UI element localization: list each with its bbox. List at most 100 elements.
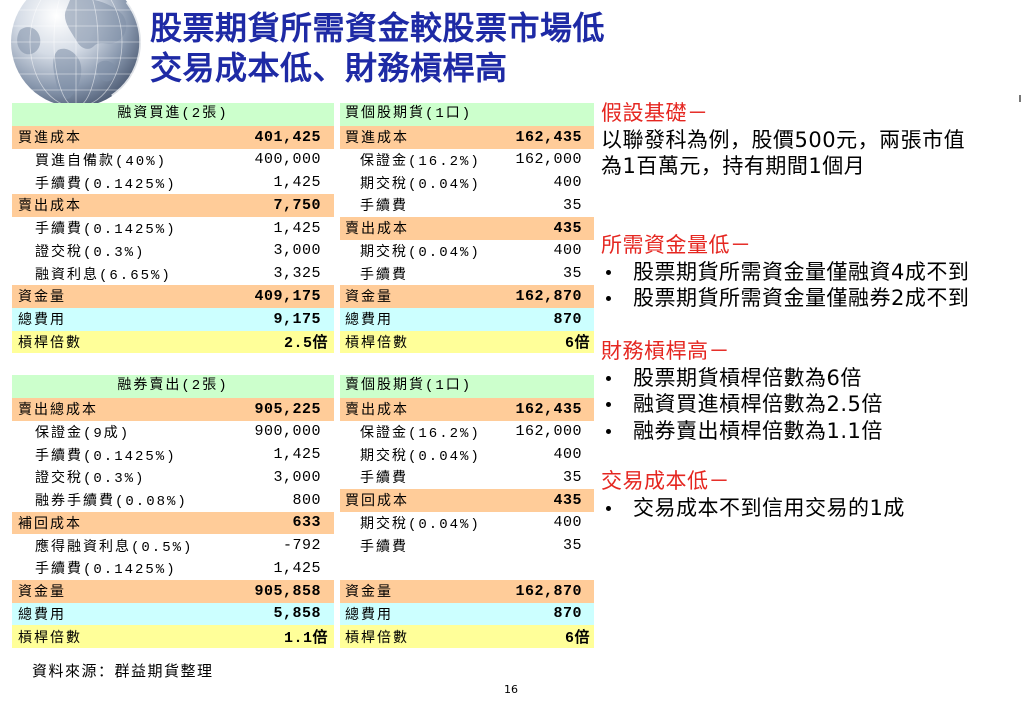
bullet-item: 融資買進槓桿倍數為2.5倍 bbox=[601, 391, 1011, 418]
row-label: 手續費 bbox=[360, 267, 408, 284]
row-label: 保證金(16.2%) bbox=[360, 425, 481, 442]
row-value: 400 bbox=[553, 174, 582, 192]
row-label: 賣出總成本 bbox=[18, 403, 98, 420]
row-value: 9,175 bbox=[273, 310, 321, 328]
table-row: 保證金(16.2%) 162,000 bbox=[340, 420, 594, 444]
row-label: 買進成本 bbox=[345, 131, 409, 148]
row-value: 1,425 bbox=[273, 219, 321, 237]
row-label: 融資利息(6.65%) bbox=[35, 267, 172, 284]
note-heading: 交易成本低－ bbox=[601, 469, 730, 493]
bullet-text: 股票期貨所需資金量僅融券2成不到 bbox=[633, 286, 970, 310]
row-value: 3,325 bbox=[273, 265, 321, 283]
row-label: 資金量 bbox=[18, 585, 66, 602]
bullet-text: 股票期貨槓桿倍數為6倍 bbox=[633, 365, 862, 390]
table-row: 總費用 870 bbox=[340, 602, 594, 626]
title-line: 股票期貨所需資金較股票市場低 bbox=[150, 9, 606, 47]
row-value: 35 bbox=[562, 265, 582, 283]
bullet-text: 交易成本不到信用交易的1成 bbox=[633, 495, 905, 520]
row-value: 400 bbox=[553, 514, 582, 532]
bullet-item: 交易成本不到信用交易的1成 bbox=[601, 495, 1011, 522]
row-value: 162,435 bbox=[515, 400, 582, 418]
table-row: 買進成本 162,435 bbox=[340, 125, 594, 149]
row-value: 400 bbox=[553, 242, 582, 260]
row-value: 870 bbox=[553, 605, 582, 623]
row-value: 162,870 bbox=[515, 287, 582, 305]
table-row: 槓桿倍數 6倍 bbox=[340, 330, 594, 354]
table-row: 融資利息(6.65%) 3,325 bbox=[12, 262, 334, 285]
table-row: 期交稅(0.04%) 400 bbox=[340, 239, 594, 263]
bullet-item: 股票期貨所需資金量僅融資4成不到 bbox=[601, 259, 1011, 286]
row-label: 證交稅(0.3%) bbox=[35, 244, 146, 261]
table-row: 資金量 905,858 bbox=[12, 579, 334, 603]
table-row: 補回成本 633 bbox=[12, 511, 334, 535]
bullet-icon bbox=[606, 269, 611, 275]
row-label: 期交稅(0.04%) bbox=[360, 448, 481, 465]
table-header: 賣個股期貨(1口) bbox=[340, 375, 594, 398]
row-value: 3,000 bbox=[273, 468, 321, 486]
row-value: 3,000 bbox=[273, 242, 321, 260]
row-label: 手續費(0.1425%) bbox=[35, 222, 177, 239]
row-value: 800 bbox=[292, 491, 321, 509]
table-row: 手續費 35 bbox=[340, 194, 594, 217]
table-row: 期交稅(0.04%) 400 bbox=[340, 171, 594, 194]
table-row: 手續費(0.1425%) 1,425 bbox=[12, 216, 334, 240]
row-label: 應得融資利息(0.5%) bbox=[35, 539, 194, 556]
table-row: 賣出總成本 905,225 bbox=[12, 397, 334, 421]
row-label: 手續費(0.1425%) bbox=[35, 562, 177, 579]
row-label: 賣出成本 bbox=[18, 199, 82, 216]
row-label: 資金量 bbox=[345, 585, 393, 602]
bullet-icon bbox=[606, 402, 611, 407]
edge-mark bbox=[1019, 95, 1021, 102]
table-row: 手續費 35 bbox=[340, 534, 594, 557]
table-row: 資金量 409,175 bbox=[12, 285, 334, 308]
bullet-text: 融券賣出槓桿倍數為1.1倍 bbox=[633, 418, 883, 443]
row-value: 870 bbox=[553, 310, 582, 328]
table-row: 槓桿倍數 6倍 bbox=[340, 625, 594, 648]
note-heading: 假設基礎－ bbox=[601, 101, 709, 125]
page-number: 16 bbox=[504, 683, 518, 696]
row-label: 總費用 bbox=[345, 607, 393, 624]
row-value: 162,000 bbox=[515, 151, 582, 169]
row-label: 手續費(0.1425%) bbox=[35, 448, 177, 465]
table-row: 槓桿倍數 2.5倍 bbox=[12, 330, 334, 354]
note-text: 以聯發科為例，股價500元，兩張市值 bbox=[601, 127, 966, 152]
row-value: 1,425 bbox=[273, 446, 321, 464]
table-row: 賣出成本 435 bbox=[340, 216, 594, 240]
source-note: 資料來源：群益期貨整理 bbox=[32, 662, 214, 680]
row-value: 1.1倍 bbox=[283, 630, 328, 648]
table-row: 總費用 5,858 bbox=[12, 602, 334, 626]
note-text: 為1百萬元，持有期間1個月 bbox=[601, 154, 866, 178]
table-margin-buy: 融資買進(2張) 買進成本 401,425 買進自備款(40%) 400,000 手續費(… bbox=[12, 103, 334, 354]
table-row: 證交稅(0.3%) 3,000 bbox=[12, 466, 334, 489]
row-label: 槓桿倍數 bbox=[18, 630, 82, 647]
table-row: 資金量 162,870 bbox=[340, 285, 594, 308]
row-label: 總費用 bbox=[345, 313, 393, 330]
note-capital: 所需資金量低－ 股票期貨所需資金量僅融資4成不到 股票期貨所需資金量僅融券2成不… bbox=[601, 232, 1011, 312]
bullet-item: 股票期貨所需資金量僅融券2成不到 bbox=[601, 285, 1011, 312]
table-row: 期交稅(0.04%) 400 bbox=[340, 511, 594, 535]
row-value: 905,225 bbox=[254, 400, 321, 418]
table-row: 買回成本 435 bbox=[340, 488, 594, 512]
row-value: 435 bbox=[553, 219, 582, 237]
table-row: 保證金(9成) 900,000 bbox=[12, 420, 334, 444]
table-header: 融券賣出(2張) bbox=[12, 375, 334, 398]
row-label: 手續費 bbox=[360, 199, 408, 216]
row-value: 162,870 bbox=[515, 582, 582, 600]
table-row: 賣出成本 162,435 bbox=[340, 397, 594, 421]
note-assumptions: 假設基礎－ 以聯發科為例，股價500元，兩張市值 為1百萬元，持有期間1個月 bbox=[601, 100, 1011, 180]
table-row: 證交稅(0.3%) 3,000 bbox=[12, 239, 334, 263]
row-value: 6倍 bbox=[564, 630, 590, 648]
row-value: 435 bbox=[553, 491, 582, 509]
row-value: 409,175 bbox=[254, 287, 321, 305]
table-header: 買個股期貨(1口) bbox=[340, 103, 594, 126]
bullet-icon bbox=[606, 296, 611, 301]
table-row: 買進自備款(40%) 400,000 bbox=[12, 148, 334, 172]
row-value: 2.5倍 bbox=[283, 335, 328, 353]
row-label: 資金量 bbox=[345, 290, 393, 307]
note-cost: 交易成本低－ 交易成本不到信用交易的1成 bbox=[601, 468, 1011, 521]
bullet-item: 股票期貨槓桿倍數為6倍 bbox=[601, 365, 1011, 392]
note-leverage: 財務槓桿高－ 股票期貨槓桿倍數為6倍 融資買進槓桿倍數為2.5倍 融券賣出槓桿倍… bbox=[601, 338, 1011, 444]
note-heading: 所需資金量低－ bbox=[601, 233, 752, 257]
row-label: 期交稅(0.04%) bbox=[360, 244, 481, 261]
